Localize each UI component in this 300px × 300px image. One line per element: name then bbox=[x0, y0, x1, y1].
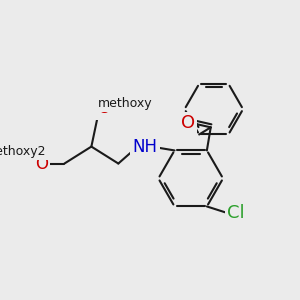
Text: O: O bbox=[97, 99, 110, 117]
Text: methoxy2: methoxy2 bbox=[0, 146, 46, 158]
Text: methoxy: methoxy bbox=[98, 97, 153, 110]
Text: Cl: Cl bbox=[227, 204, 245, 222]
Text: NH: NH bbox=[133, 138, 158, 156]
Text: O: O bbox=[181, 115, 195, 133]
Text: O: O bbox=[35, 154, 48, 172]
